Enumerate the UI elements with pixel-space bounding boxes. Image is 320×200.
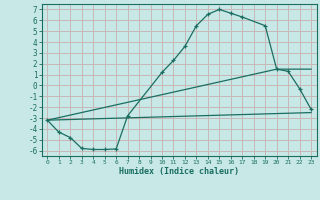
X-axis label: Humidex (Indice chaleur): Humidex (Indice chaleur) bbox=[119, 167, 239, 176]
